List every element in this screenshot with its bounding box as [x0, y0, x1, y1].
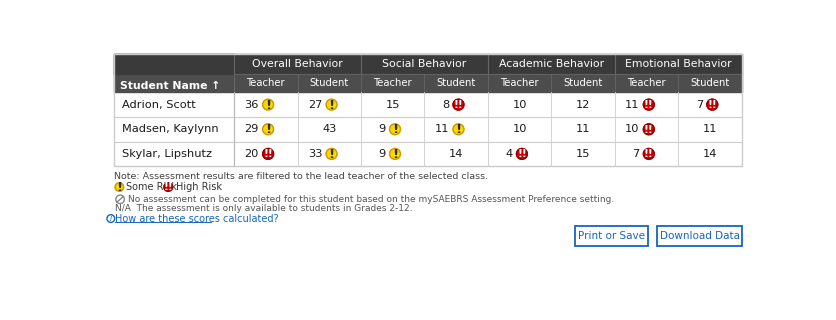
Text: 15: 15 [385, 100, 400, 110]
Text: 15: 15 [575, 149, 589, 159]
Text: 11: 11 [575, 124, 589, 134]
Text: !: ! [391, 123, 398, 136]
Text: !!: !! [706, 100, 716, 110]
Text: 27: 27 [308, 100, 322, 110]
Text: 14: 14 [448, 149, 463, 159]
Text: 29: 29 [244, 124, 258, 134]
Text: !!: !! [517, 149, 526, 159]
Circle shape [452, 99, 463, 110]
Text: 9: 9 [378, 124, 385, 134]
Text: 4: 4 [505, 149, 512, 159]
Text: Some Risk: Some Risk [126, 182, 177, 192]
Circle shape [263, 148, 273, 159]
Text: !: ! [328, 148, 334, 161]
Text: 14: 14 [702, 149, 716, 159]
Text: 11: 11 [434, 124, 449, 134]
Text: Student: Student [690, 78, 729, 88]
Text: Emotional Behavior: Emotional Behavior [624, 59, 731, 69]
Text: Overall Behavior: Overall Behavior [252, 59, 343, 69]
Text: !!: !! [263, 149, 273, 159]
Text: Teacher: Teacher [373, 78, 411, 88]
Text: 8: 8 [441, 100, 449, 110]
Circle shape [643, 124, 654, 135]
Text: Student Name ↑: Student Name ↑ [120, 81, 220, 91]
Text: Adrion, Scott: Adrion, Scott [121, 100, 195, 110]
Bar [114, 54, 741, 166]
Text: Student: Student [563, 78, 602, 88]
Text: 10: 10 [512, 124, 526, 134]
Circle shape [389, 124, 400, 135]
Text: !!: !! [163, 182, 173, 192]
Circle shape [643, 99, 654, 110]
Circle shape [389, 148, 400, 159]
Bar [114, 54, 234, 74]
Bar [114, 117, 741, 141]
Bar [114, 74, 741, 92]
Text: !: ! [116, 181, 122, 194]
Text: 33: 33 [308, 149, 322, 159]
Text: !!: !! [643, 125, 653, 135]
Circle shape [326, 99, 337, 110]
Text: N/A  The assessment is only available to students in Grades 2-12.: N/A The assessment is only available to … [115, 204, 412, 213]
Text: 10: 10 [624, 124, 639, 134]
Text: Madsen, Kaylynn: Madsen, Kaylynn [121, 124, 218, 134]
Text: 7: 7 [695, 100, 702, 110]
Text: !!: !! [643, 100, 653, 110]
Circle shape [115, 183, 124, 191]
Circle shape [263, 124, 273, 135]
Text: Teacher: Teacher [246, 78, 285, 88]
Bar [114, 92, 741, 117]
Text: 9: 9 [378, 149, 385, 159]
Text: !: ! [265, 123, 271, 136]
Text: 11: 11 [624, 100, 639, 110]
Text: Download Data: Download Data [659, 231, 739, 241]
Text: 12: 12 [575, 100, 589, 110]
Circle shape [452, 124, 463, 135]
Bar [114, 54, 741, 74]
Text: Teacher: Teacher [500, 78, 538, 88]
Circle shape [263, 99, 273, 110]
Text: Note: Assessment results are filtered to the lead teacher of the selected class.: Note: Assessment results are filtered to… [114, 172, 487, 180]
Text: Social Behavior: Social Behavior [382, 59, 466, 69]
Circle shape [706, 99, 716, 110]
Circle shape [516, 148, 527, 159]
Circle shape [164, 183, 172, 191]
Text: 7: 7 [631, 149, 639, 159]
Text: !: ! [391, 148, 398, 161]
Text: !: ! [328, 99, 334, 111]
Text: 11: 11 [702, 124, 716, 134]
Text: 20: 20 [244, 149, 258, 159]
Text: Print or Save: Print or Save [578, 231, 645, 241]
Text: Academic Behavior: Academic Behavior [498, 59, 603, 69]
Text: Teacher: Teacher [626, 78, 665, 88]
Circle shape [643, 148, 654, 159]
Text: !: ! [455, 123, 461, 136]
Text: 10: 10 [512, 100, 526, 110]
Text: 43: 43 [322, 124, 336, 134]
Text: Student: Student [309, 78, 349, 88]
Circle shape [326, 148, 337, 159]
Text: How are these scores calculated?: How are these scores calculated? [115, 213, 278, 224]
FancyBboxPatch shape [656, 226, 742, 246]
Text: Skylar, Lipshutz: Skylar, Lipshutz [121, 149, 212, 159]
Text: !!: !! [643, 149, 653, 159]
Text: High Risk: High Risk [176, 182, 222, 192]
Text: !!: !! [453, 100, 463, 110]
Text: !: ! [265, 99, 271, 111]
Bar [114, 141, 741, 166]
Text: Student: Student [436, 78, 475, 88]
FancyBboxPatch shape [574, 226, 647, 246]
Text: i: i [110, 214, 112, 223]
Text: 36: 36 [244, 100, 258, 110]
Text: No assessment can be completed for this student based on the mySAEBRS Assessment: No assessment can be completed for this … [128, 195, 614, 204]
